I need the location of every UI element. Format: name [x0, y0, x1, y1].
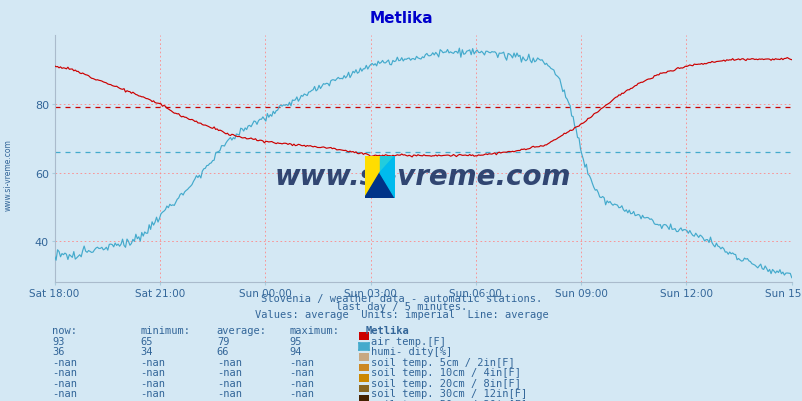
Text: -nan: -nan: [52, 367, 77, 377]
Text: air temp.[F]: air temp.[F]: [371, 336, 445, 346]
Text: 79: 79: [217, 336, 229, 346]
Text: -nan: -nan: [140, 378, 165, 388]
Text: -nan: -nan: [217, 367, 241, 377]
Text: -nan: -nan: [52, 388, 77, 398]
Text: soil temp. 10cm / 4in[F]: soil temp. 10cm / 4in[F]: [371, 367, 520, 377]
Text: Slovenia / weather data - automatic stations.: Slovenia / weather data - automatic stat…: [261, 294, 541, 304]
Text: -nan: -nan: [217, 378, 241, 388]
Text: soil temp. 50cm / 20in[F]: soil temp. 50cm / 20in[F]: [371, 399, 527, 401]
Text: 36: 36: [52, 346, 65, 356]
Text: www.si-vreme.com: www.si-vreme.com: [274, 163, 571, 190]
Text: now:: now:: [52, 326, 77, 336]
Text: -nan: -nan: [289, 399, 314, 401]
Text: -nan: -nan: [52, 357, 77, 367]
Bar: [364, 156, 379, 198]
Text: soil temp. 30cm / 12in[F]: soil temp. 30cm / 12in[F]: [371, 388, 527, 398]
Text: 34: 34: [140, 346, 153, 356]
Text: 95: 95: [289, 336, 302, 346]
Text: Metlika: Metlika: [365, 326, 408, 336]
Text: Values: average  Units: imperial  Line: average: Values: average Units: imperial Line: av…: [254, 310, 548, 320]
Text: humi- dity[%]: humi- dity[%]: [371, 346, 452, 356]
Text: soil temp. 20cm / 8in[F]: soil temp. 20cm / 8in[F]: [371, 378, 520, 388]
Text: minimum:: minimum:: [140, 326, 190, 336]
Text: -nan: -nan: [289, 378, 314, 388]
Text: -nan: -nan: [140, 357, 165, 367]
Text: Metlika: Metlika: [369, 11, 433, 26]
Text: average:: average:: [217, 326, 266, 336]
Text: -nan: -nan: [217, 357, 241, 367]
Text: 93: 93: [52, 336, 65, 346]
Text: 65: 65: [140, 336, 153, 346]
Text: -nan: -nan: [52, 399, 77, 401]
Text: -nan: -nan: [140, 399, 165, 401]
Text: -nan: -nan: [217, 388, 241, 398]
Text: www.si-vreme.com: www.si-vreme.com: [3, 139, 13, 210]
Text: maximum:: maximum:: [289, 326, 338, 336]
Text: -nan: -nan: [289, 357, 314, 367]
Polygon shape: [379, 156, 395, 198]
Text: -nan: -nan: [217, 399, 241, 401]
Text: -nan: -nan: [140, 388, 165, 398]
Bar: [379, 156, 395, 198]
Polygon shape: [364, 173, 395, 198]
Text: -nan: -nan: [289, 367, 314, 377]
Text: -nan: -nan: [289, 388, 314, 398]
Text: -nan: -nan: [140, 367, 165, 377]
Text: soil temp. 5cm / 2in[F]: soil temp. 5cm / 2in[F]: [371, 357, 514, 367]
Text: last day / 5 minutes.: last day / 5 minutes.: [335, 302, 467, 312]
Text: -nan: -nan: [52, 378, 77, 388]
Text: 94: 94: [289, 346, 302, 356]
Text: 66: 66: [217, 346, 229, 356]
